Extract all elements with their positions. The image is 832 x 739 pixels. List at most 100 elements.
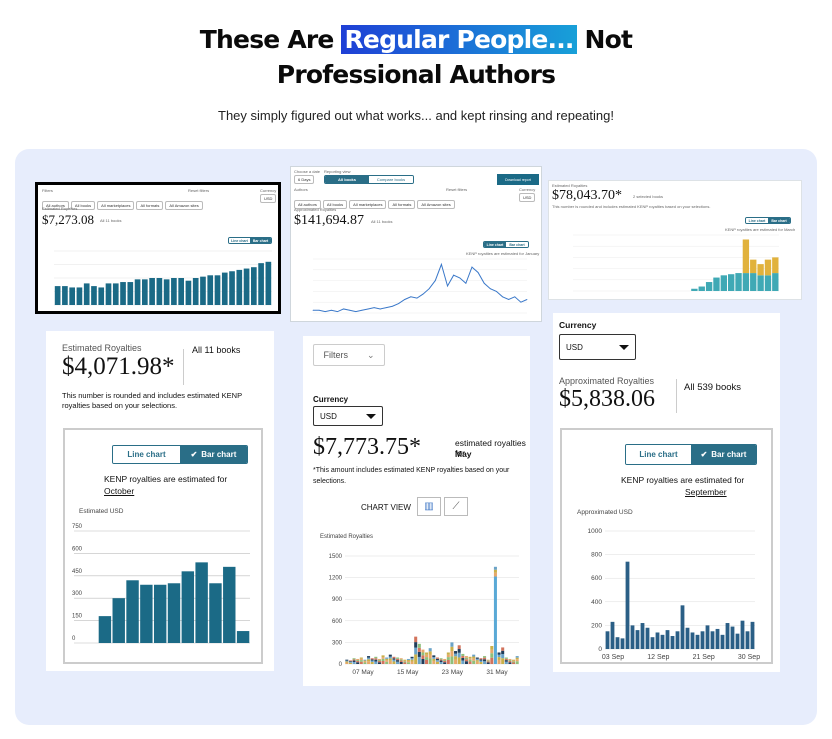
bar-chart-icon: ▥ bbox=[424, 501, 434, 512]
bar bbox=[695, 634, 700, 649]
bar-segment bbox=[497, 654, 501, 658]
bar bbox=[156, 278, 163, 305]
bar-segment bbox=[508, 659, 512, 661]
book-count: All 11 books bbox=[371, 219, 393, 224]
filter-authors[interactable]: All authors bbox=[42, 201, 69, 210]
reset-filters-link[interactable]: Reset filters bbox=[188, 188, 210, 193]
bar-segment bbox=[396, 661, 400, 664]
bar bbox=[710, 631, 715, 649]
bar-chart-button[interactable]: Bar chart bbox=[250, 238, 271, 243]
bar-segment bbox=[475, 661, 479, 664]
bar-segment bbox=[468, 658, 472, 660]
bar-segment bbox=[472, 654, 476, 657]
y-tick-label: 1000 bbox=[588, 528, 603, 535]
filter-books[interactable]: All books bbox=[70, 201, 96, 210]
date-label: Choose a date bbox=[294, 169, 321, 174]
royalty-amount: $78,043.70* bbox=[552, 188, 622, 203]
bar-segment bbox=[363, 661, 367, 663]
line-chart-button[interactable]: Line chart bbox=[113, 446, 180, 463]
bar bbox=[98, 287, 105, 305]
filter-marketplaces[interactable]: All marketplaces bbox=[349, 200, 387, 209]
filter-books[interactable]: All books bbox=[322, 200, 348, 209]
line-point bbox=[349, 309, 351, 311]
line-chart-button[interactable]: Line chart bbox=[229, 238, 250, 243]
bar bbox=[715, 628, 720, 649]
bar-segment bbox=[497, 652, 501, 655]
bar-segment bbox=[377, 658, 381, 660]
bar-segment bbox=[421, 658, 425, 664]
bar-segment bbox=[374, 656, 378, 659]
currency-select[interactable]: USD bbox=[260, 194, 277, 203]
check-icon: ✔ bbox=[700, 450, 708, 459]
bar bbox=[665, 630, 670, 649]
line-chart-button[interactable]: Line chart bbox=[484, 242, 506, 247]
line-chart-view-button[interactable]: ⟋ bbox=[444, 497, 468, 516]
bar bbox=[195, 562, 208, 643]
bar bbox=[54, 286, 61, 305]
filter-formats[interactable]: All formats bbox=[388, 200, 416, 209]
currency-select[interactable]: USD bbox=[559, 334, 636, 360]
line-chart-button[interactable]: Line chart bbox=[626, 445, 691, 464]
y-tick-label: 0 bbox=[339, 662, 343, 668]
bar-segment bbox=[432, 658, 436, 661]
bar-segment bbox=[363, 659, 367, 661]
bar bbox=[620, 638, 625, 649]
bar-chart-button[interactable]: Bar chart bbox=[768, 218, 790, 223]
caret-down-icon bbox=[619, 344, 629, 350]
filters-button[interactable]: Filters ⌄ bbox=[313, 344, 385, 366]
filter-amazon-sites[interactable]: All Amazon sites bbox=[417, 200, 455, 209]
bar-chart-view-button[interactable]: ▥ bbox=[417, 497, 441, 516]
filter-formats[interactable]: All formats bbox=[136, 201, 164, 210]
bar-segment bbox=[406, 658, 410, 660]
download-report-button[interactable]: Download report bbox=[497, 174, 539, 185]
caret-down-icon bbox=[366, 413, 376, 419]
royalty-amount: $141,694.87 bbox=[294, 213, 364, 228]
line-chart-button[interactable]: Line chart bbox=[746, 218, 768, 223]
bar-segment bbox=[399, 659, 403, 661]
bar bbox=[192, 278, 199, 305]
tab-compare-books[interactable]: Compare books bbox=[369, 176, 413, 183]
bar-chart-button[interactable]: Bar chart bbox=[506, 242, 528, 247]
line-point bbox=[343, 308, 344, 310]
kenp-month-link[interactable]: October bbox=[104, 486, 135, 496]
bar-segment bbox=[381, 660, 385, 664]
royalty-caption: Estimated Royalties bbox=[552, 183, 588, 188]
bar-segment bbox=[501, 650, 505, 655]
bar bbox=[750, 621, 755, 649]
y-axis-label: Estimated Royalties bbox=[320, 534, 374, 540]
bar-segment bbox=[486, 662, 490, 664]
bar-segment bbox=[414, 642, 418, 648]
bar-chart-button[interactable]: ✔ Bar chart bbox=[691, 445, 756, 464]
filter-amazon-sites[interactable]: All Amazon sites bbox=[165, 201, 203, 210]
headline-line-1: These Are Regular People... Not bbox=[199, 25, 633, 54]
filter-authors[interactable]: All authors bbox=[294, 200, 321, 209]
bar-segment bbox=[501, 658, 505, 664]
bar-segment bbox=[381, 657, 385, 659]
y-tick-label: 800 bbox=[591, 552, 602, 559]
bar-segment bbox=[388, 656, 392, 659]
bar-segment bbox=[472, 656, 476, 659]
bar bbox=[740, 620, 745, 649]
reset-filters-link[interactable]: Reset filters bbox=[446, 187, 468, 192]
bar-chart-button[interactable]: ✔ Bar chart bbox=[180, 446, 247, 463]
bar-segment bbox=[461, 653, 465, 656]
date-select[interactable]: 6 Days bbox=[294, 175, 315, 184]
bar-segment bbox=[403, 662, 407, 664]
check-icon: ✔ bbox=[190, 450, 198, 459]
royalty-stacked-bar-chart: 0 300 600 900 1200 1500 07 May 15 May 23 May 31 M… bbox=[329, 554, 519, 676]
filter-marketplaces[interactable]: All marketplaces bbox=[97, 201, 135, 210]
bar bbox=[680, 605, 685, 649]
tab-all-books[interactable]: All books bbox=[325, 176, 369, 183]
bar bbox=[635, 630, 640, 649]
bar bbox=[236, 269, 243, 305]
currency-select[interactable]: USD bbox=[519, 193, 536, 202]
bar-segment bbox=[454, 659, 458, 664]
bar bbox=[670, 636, 675, 649]
currency-select[interactable]: USD bbox=[313, 406, 383, 426]
kenp-month-link[interactable]: September bbox=[685, 487, 727, 497]
bar-segment bbox=[410, 658, 414, 660]
bar-segment bbox=[512, 662, 516, 664]
currency-label: Currency bbox=[559, 320, 597, 330]
bar-segment bbox=[720, 275, 727, 291]
bar-segment bbox=[370, 661, 374, 664]
